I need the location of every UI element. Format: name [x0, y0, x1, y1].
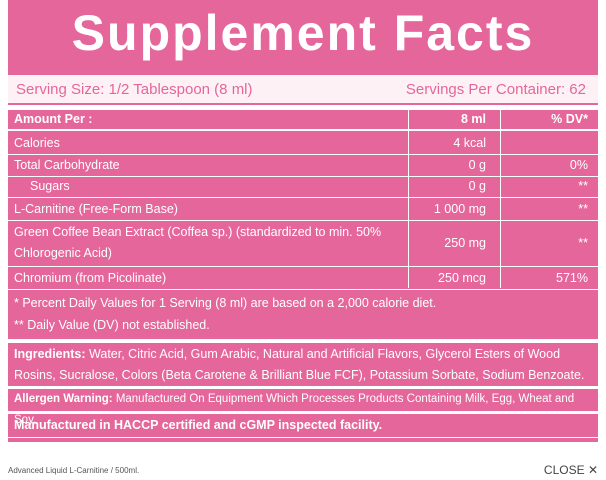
amount: 4 kcal	[453, 136, 486, 150]
amount: 250 mg	[444, 236, 486, 250]
rule	[8, 154, 598, 155]
nutrient-name: Calories	[14, 136, 60, 150]
amount: 1 000 mg	[433, 202, 486, 216]
column-header: 8 ml	[460, 112, 486, 126]
ingredients: Ingredients: Water, Citric Acid, Gum Ara…	[14, 344, 594, 386]
serving-row: Serving Size: 1/2 Tablespoon (8 ml) Serv…	[8, 75, 598, 103]
rule	[8, 197, 598, 198]
nutrient-name: Total Carbohydrate	[14, 158, 120, 172]
table-row: Total Carbohydrate 0 g 0%	[8, 155, 598, 176]
table-row: L-Carnitine (Free-Form Base) 1 000 mg **	[8, 199, 598, 220]
amount: 0 g	[468, 158, 486, 172]
thick-rule	[8, 339, 598, 343]
caption: Advanced Liquid L-Carnitine / 500ml.	[8, 466, 140, 475]
allergen-label: Allergen Warning:	[14, 393, 113, 405]
rule	[8, 437, 598, 438]
supplement-label: Supplement Facts Serving Size: 1/2 Table…	[8, 0, 598, 442]
thick-rule	[8, 386, 598, 389]
thick-rule	[8, 105, 598, 110]
rule	[8, 266, 598, 267]
table-row: Sugars 0 g **	[8, 176, 598, 197]
daily-value: **	[578, 202, 588, 216]
rule	[8, 129, 598, 131]
column-header: Amount Per :	[14, 112, 93, 126]
rule	[8, 220, 598, 221]
nutrient-name: Chromium (from Picolinate)	[14, 271, 167, 285]
table-row: Calories 4 kcal	[8, 133, 598, 154]
table-row: Green Coffee Bean Extract (Coffea sp.) (…	[8, 222, 598, 266]
daily-value: 571%	[556, 271, 588, 285]
title: Supplement Facts	[71, 5, 535, 61]
allergen-text: Manufactured On Equipment Which Processe…	[14, 393, 575, 426]
allergen: Allergen Warning: Manufactured On Equipm…	[14, 389, 594, 431]
footnote: ** Daily Value (DV) not established.	[14, 318, 210, 332]
rule	[8, 176, 598, 177]
daily-value: **	[578, 179, 588, 193]
daily-value: **	[578, 236, 588, 250]
column-header: % DV*	[551, 112, 588, 126]
nutrient-name: Sugars	[30, 179, 70, 193]
amount: 0 g	[468, 179, 486, 193]
manufactured: Manufactured in HACCP certified and cGMP…	[14, 418, 383, 432]
close-button[interactable]: CLOSE ✕	[543, 463, 598, 477]
ingredients-text: Water, Citric Acid, Gum Arabic, Natural …	[14, 347, 585, 382]
nutrient-name: Green Coffee Bean Extract (Coffea sp.) (…	[14, 225, 382, 260]
thick-rule	[8, 411, 598, 414]
nutrient-name: L-Carnitine (Free-Form Base)	[14, 202, 178, 216]
daily-value: 0%	[569, 158, 588, 172]
amount: 250 mcg	[438, 271, 486, 285]
serving-size: Serving Size: 1/2 Tablespoon (8 ml)	[16, 81, 253, 98]
table-row: Chromium (from Picolinate) 250 mcg 571%	[8, 268, 598, 289]
column-rule	[500, 110, 501, 288]
servings-per-container: Servings Per Container: 62	[405, 81, 586, 98]
footnote: * Percent Daily Values for 1 Serving (8 …	[14, 296, 437, 310]
rule	[8, 289, 598, 290]
column-rule	[408, 110, 409, 288]
ingredients-label: Ingredients:	[14, 347, 86, 361]
